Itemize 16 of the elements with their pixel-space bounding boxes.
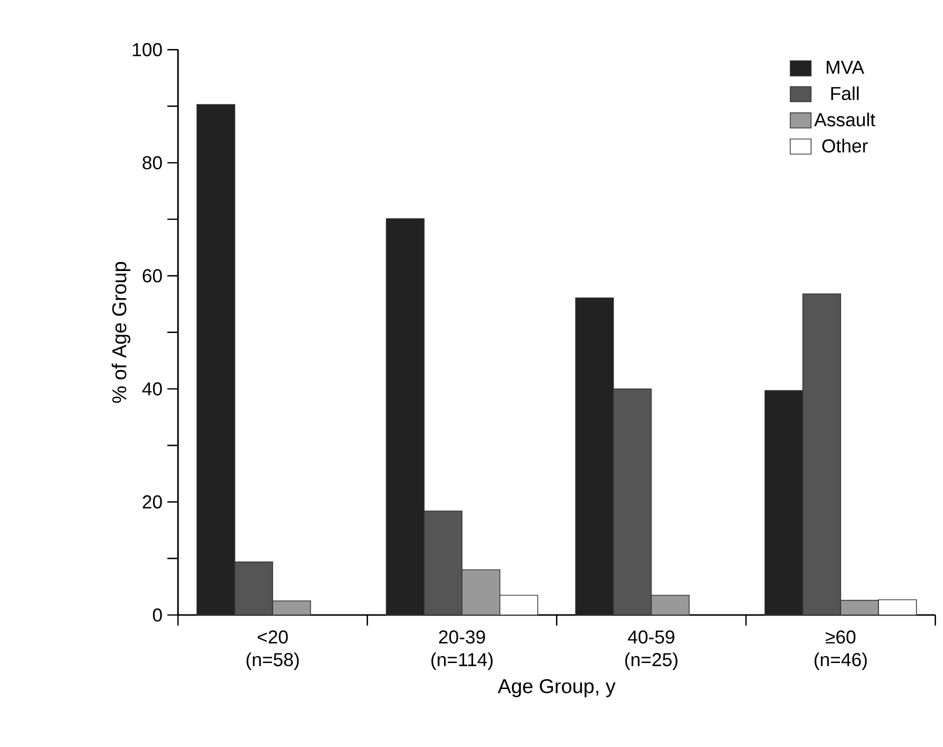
x-axis-title: Age Group, y xyxy=(498,679,616,698)
legend-label: Assault xyxy=(814,112,876,126)
y-axis-title: % of Age Group xyxy=(112,262,130,403)
y-tick-label: 100 xyxy=(132,43,162,56)
x-tick-label: 40-59 (n=25) xyxy=(625,630,678,670)
y-tick-label: 20 xyxy=(142,495,162,509)
y-tick-label: 80 xyxy=(142,156,162,170)
legend-label: Other xyxy=(822,138,868,153)
y-tick-label: 0 xyxy=(152,608,162,622)
x-tick-label: 20-39 (n=114) xyxy=(431,630,493,670)
x-tick-label: <20 (n=58) xyxy=(246,630,299,670)
x-tick-label: ≥60 (n=46) xyxy=(814,630,867,670)
y-tick-label: 40 xyxy=(142,382,162,396)
legend-label: Fall xyxy=(831,86,859,100)
y-tick-label: 60 xyxy=(142,269,162,282)
legend-label: MVA xyxy=(826,60,864,74)
